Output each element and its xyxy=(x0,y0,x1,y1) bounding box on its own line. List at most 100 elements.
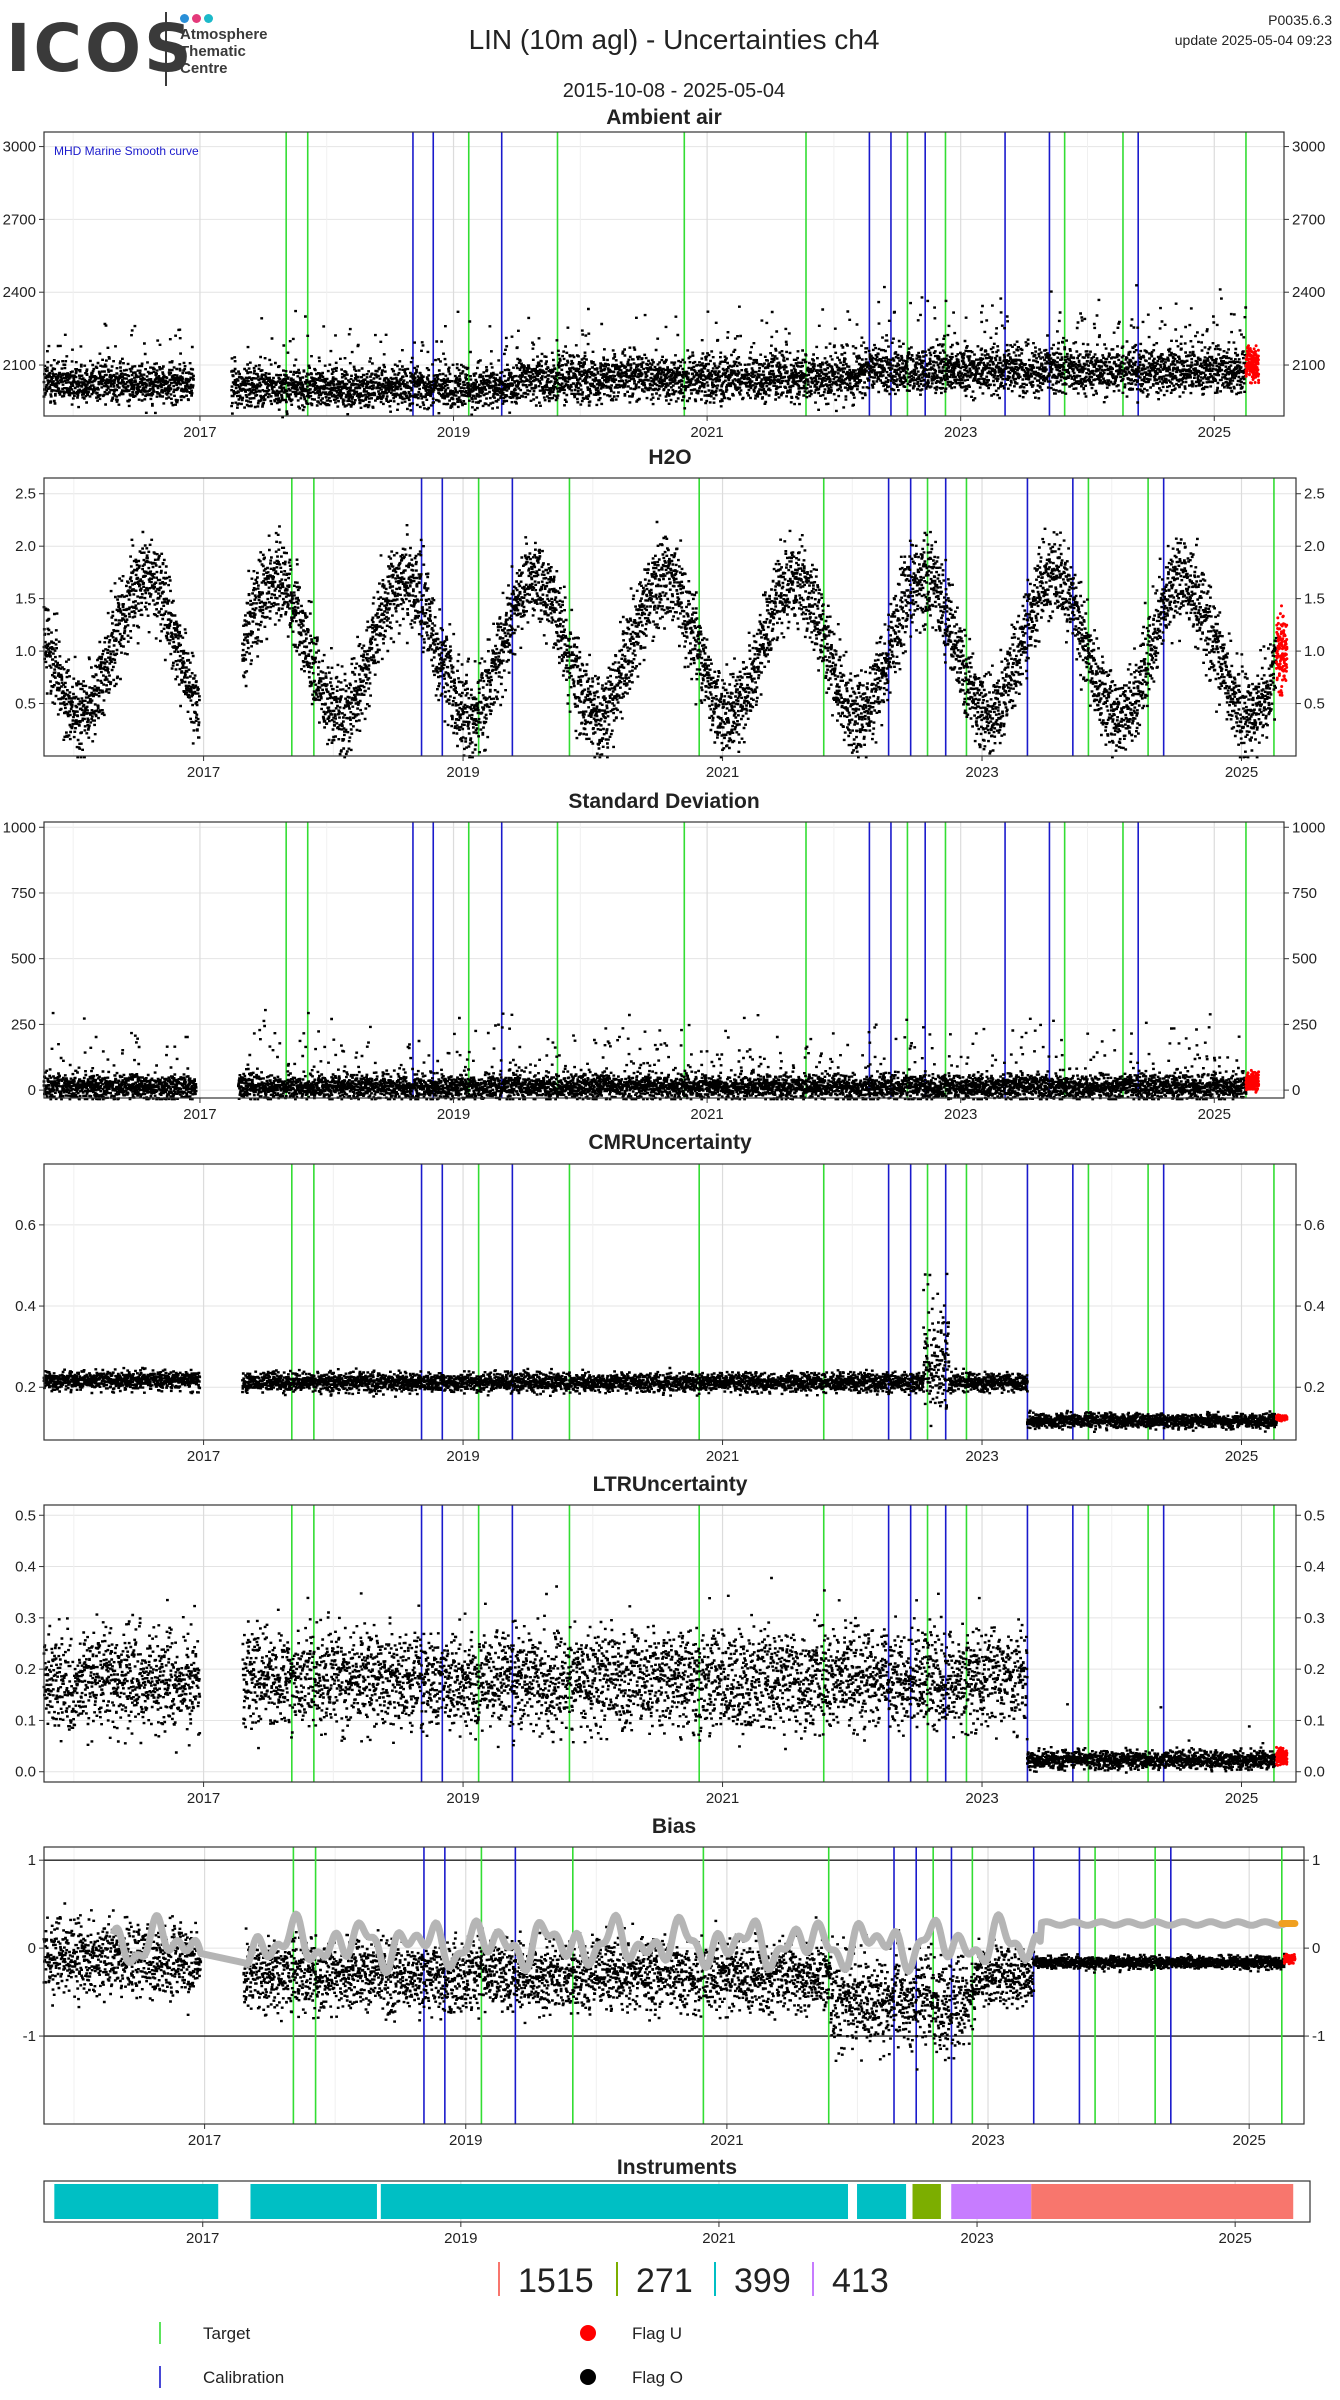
panel-5: LTRUncertainty 0.0 0.0 0.1 0.1 0.2 0.2 0.3 0.3 0.… xyxy=(15,1473,1325,1807)
y-tick-label-left: 1000 xyxy=(3,819,36,836)
panel-7: Instruments 2017 2019 2021 2023 2025 xyxy=(43,2156,1311,2247)
y-tick-label-right: 0.4 xyxy=(1304,1298,1325,1315)
y-tick-label-left: 500 xyxy=(11,951,36,968)
y-tick-label-right: 0.3 xyxy=(1304,1610,1325,1627)
x-tick-label: 2025 xyxy=(1225,764,1258,781)
panel-4: CMRUncertainty 0.2 0.2 0.4 0.4 0.6 0.6 2017 2019… xyxy=(15,1131,1325,1465)
instrument-bar-271 xyxy=(912,2184,941,2219)
y-tick-label-left: 1 xyxy=(28,1852,36,1869)
flag-o-points xyxy=(42,1008,1248,1101)
y-tick-label-right: -1 xyxy=(1312,2028,1325,2045)
panel-2: H2O 0.5 0.5 1.0 1.0 1.5 1.5 2.0 2.0 2.5 2.5 2017 201… xyxy=(15,446,1325,781)
plot-frame xyxy=(43,477,1297,757)
y-tick-label-left: 2700 xyxy=(3,211,36,228)
x-tick-label: 2025 xyxy=(1232,2132,1265,2149)
y-tick-label-right: 2100 xyxy=(1292,357,1325,374)
plot-frame xyxy=(43,131,1285,417)
y-tick-label-right: 0.4 xyxy=(1304,1559,1325,1576)
panel-title: Ambient air xyxy=(606,106,722,129)
x-tick-label: 2019 xyxy=(446,764,479,781)
y-tick-label-right: 0.5 xyxy=(1304,1507,1325,1524)
logo-sub-2: Thematic xyxy=(180,43,246,60)
y-tick-label-left: 2.5 xyxy=(15,486,36,503)
panel-annotation: MHD Marine Smooth curve xyxy=(54,144,199,158)
x-tick-label: 2025 xyxy=(1198,1106,1231,1123)
x-tick-label: 2019 xyxy=(444,2230,477,2247)
instrument-legend-swatch-271 xyxy=(616,2262,618,2296)
plot-frame xyxy=(43,1846,1305,2125)
y-tick-label-right: 0.6 xyxy=(1304,1217,1325,1234)
panel-1: Ambient air MHD Marine Smooth curve 2100 21… xyxy=(3,106,1326,441)
x-tick-label: 2023 xyxy=(944,424,977,441)
version-label: P0035.6.3 xyxy=(1268,12,1332,28)
x-tick-label: 2023 xyxy=(965,1448,998,1465)
smooth-curve xyxy=(109,1910,1287,1977)
calibration-legend-label: Calibration xyxy=(203,2368,284,2387)
instrument-bar-399 xyxy=(54,2184,219,2219)
y-tick-label-right: 1.0 xyxy=(1304,643,1325,660)
x-tick-label: 2023 xyxy=(971,2132,1004,2149)
x-tick-label: 2021 xyxy=(706,1790,739,1807)
y-tick-label-right: 1 xyxy=(1312,1852,1320,1869)
x-tick-label: 2023 xyxy=(960,2230,993,2247)
plot-background xyxy=(44,1505,1296,1782)
x-tick-label: 2023 xyxy=(965,1790,998,1807)
flag-o-legend-swatch xyxy=(580,2369,596,2385)
y-tick-label-right: 2.0 xyxy=(1304,538,1325,555)
y-tick-label-right: 2.5 xyxy=(1304,486,1325,503)
flag-u-points xyxy=(1275,1745,1289,1767)
plot-background xyxy=(44,1164,1296,1440)
flag-o-points xyxy=(42,1576,1278,1774)
x-tick-label: 2019 xyxy=(446,1790,479,1807)
flag-o-points xyxy=(42,520,1278,759)
x-tick-label: 2025 xyxy=(1198,424,1231,441)
flag-u-points xyxy=(1275,1413,1289,1423)
plot-frame xyxy=(43,1504,1297,1783)
plot-background xyxy=(44,822,1284,1098)
y-tick-label-right: 2700 xyxy=(1292,211,1325,228)
x-tick-label: 2021 xyxy=(690,1106,723,1123)
flag-u-points xyxy=(1275,604,1289,697)
logo-sub-1: Atmosphere xyxy=(180,26,268,43)
flag-o-legend-label: Flag O xyxy=(632,2368,683,2387)
plot-frame xyxy=(43,821,1285,1099)
panel-title: Bias xyxy=(652,1815,696,1838)
x-tick-label: 2023 xyxy=(965,764,998,781)
flag-o-points xyxy=(42,284,1248,419)
y-tick-label-left: 0.2 xyxy=(15,1661,36,1678)
y-tick-label-right: 0.5 xyxy=(1304,696,1325,713)
flag-u-points xyxy=(1244,1068,1261,1094)
y-tick-label-right: 500 xyxy=(1292,951,1317,968)
panel-title: CMRUncertainty xyxy=(588,1131,752,1154)
y-tick-label-left: 0 xyxy=(28,1940,36,1957)
plot-frame xyxy=(43,2180,1311,2223)
icos-logo: ICOS xyxy=(6,10,195,87)
panel-title: Instruments xyxy=(617,2156,737,2179)
logo-dot-2 xyxy=(192,14,201,23)
x-tick-label: 2017 xyxy=(188,2132,221,2149)
panel-title: Standard Deviation xyxy=(568,790,759,813)
x-tick-label: 2017 xyxy=(183,424,216,441)
y-tick-label-left: 0.5 xyxy=(15,1507,36,1524)
instrument-legend-swatch-413 xyxy=(812,2262,814,2296)
x-tick-label: 2021 xyxy=(706,1448,739,1465)
y-tick-label-right: 250 xyxy=(1292,1016,1317,1033)
date-range: 2015-10-08 - 2025-05-04 xyxy=(562,80,786,102)
y-tick-label-left: 0.4 xyxy=(15,1298,36,1315)
y-tick-label-left: 0.1 xyxy=(15,1712,36,1729)
x-tick-label: 2021 xyxy=(702,2230,735,2247)
instrument-legend-label-399: 399 xyxy=(734,2262,791,2300)
y-tick-label-left: 1.0 xyxy=(15,643,36,660)
flag-o-points xyxy=(42,1902,1286,2071)
x-tick-label: 2019 xyxy=(449,2132,482,2149)
y-tick-label-left: 0.0 xyxy=(15,1764,36,1781)
instrument-legend: 1515 271 399 413 xyxy=(498,2262,889,2300)
x-tick-label: 2025 xyxy=(1225,1448,1258,1465)
logo-dot-1 xyxy=(180,14,189,23)
flag-u-legend-label: Flag U xyxy=(632,2324,682,2343)
y-tick-label-right: 0.2 xyxy=(1304,1661,1325,1678)
y-tick-label-left: 0.4 xyxy=(15,1559,36,1576)
update-label: update 2025-05-04 09:23 xyxy=(1174,32,1332,48)
x-tick-label: 2019 xyxy=(437,424,470,441)
